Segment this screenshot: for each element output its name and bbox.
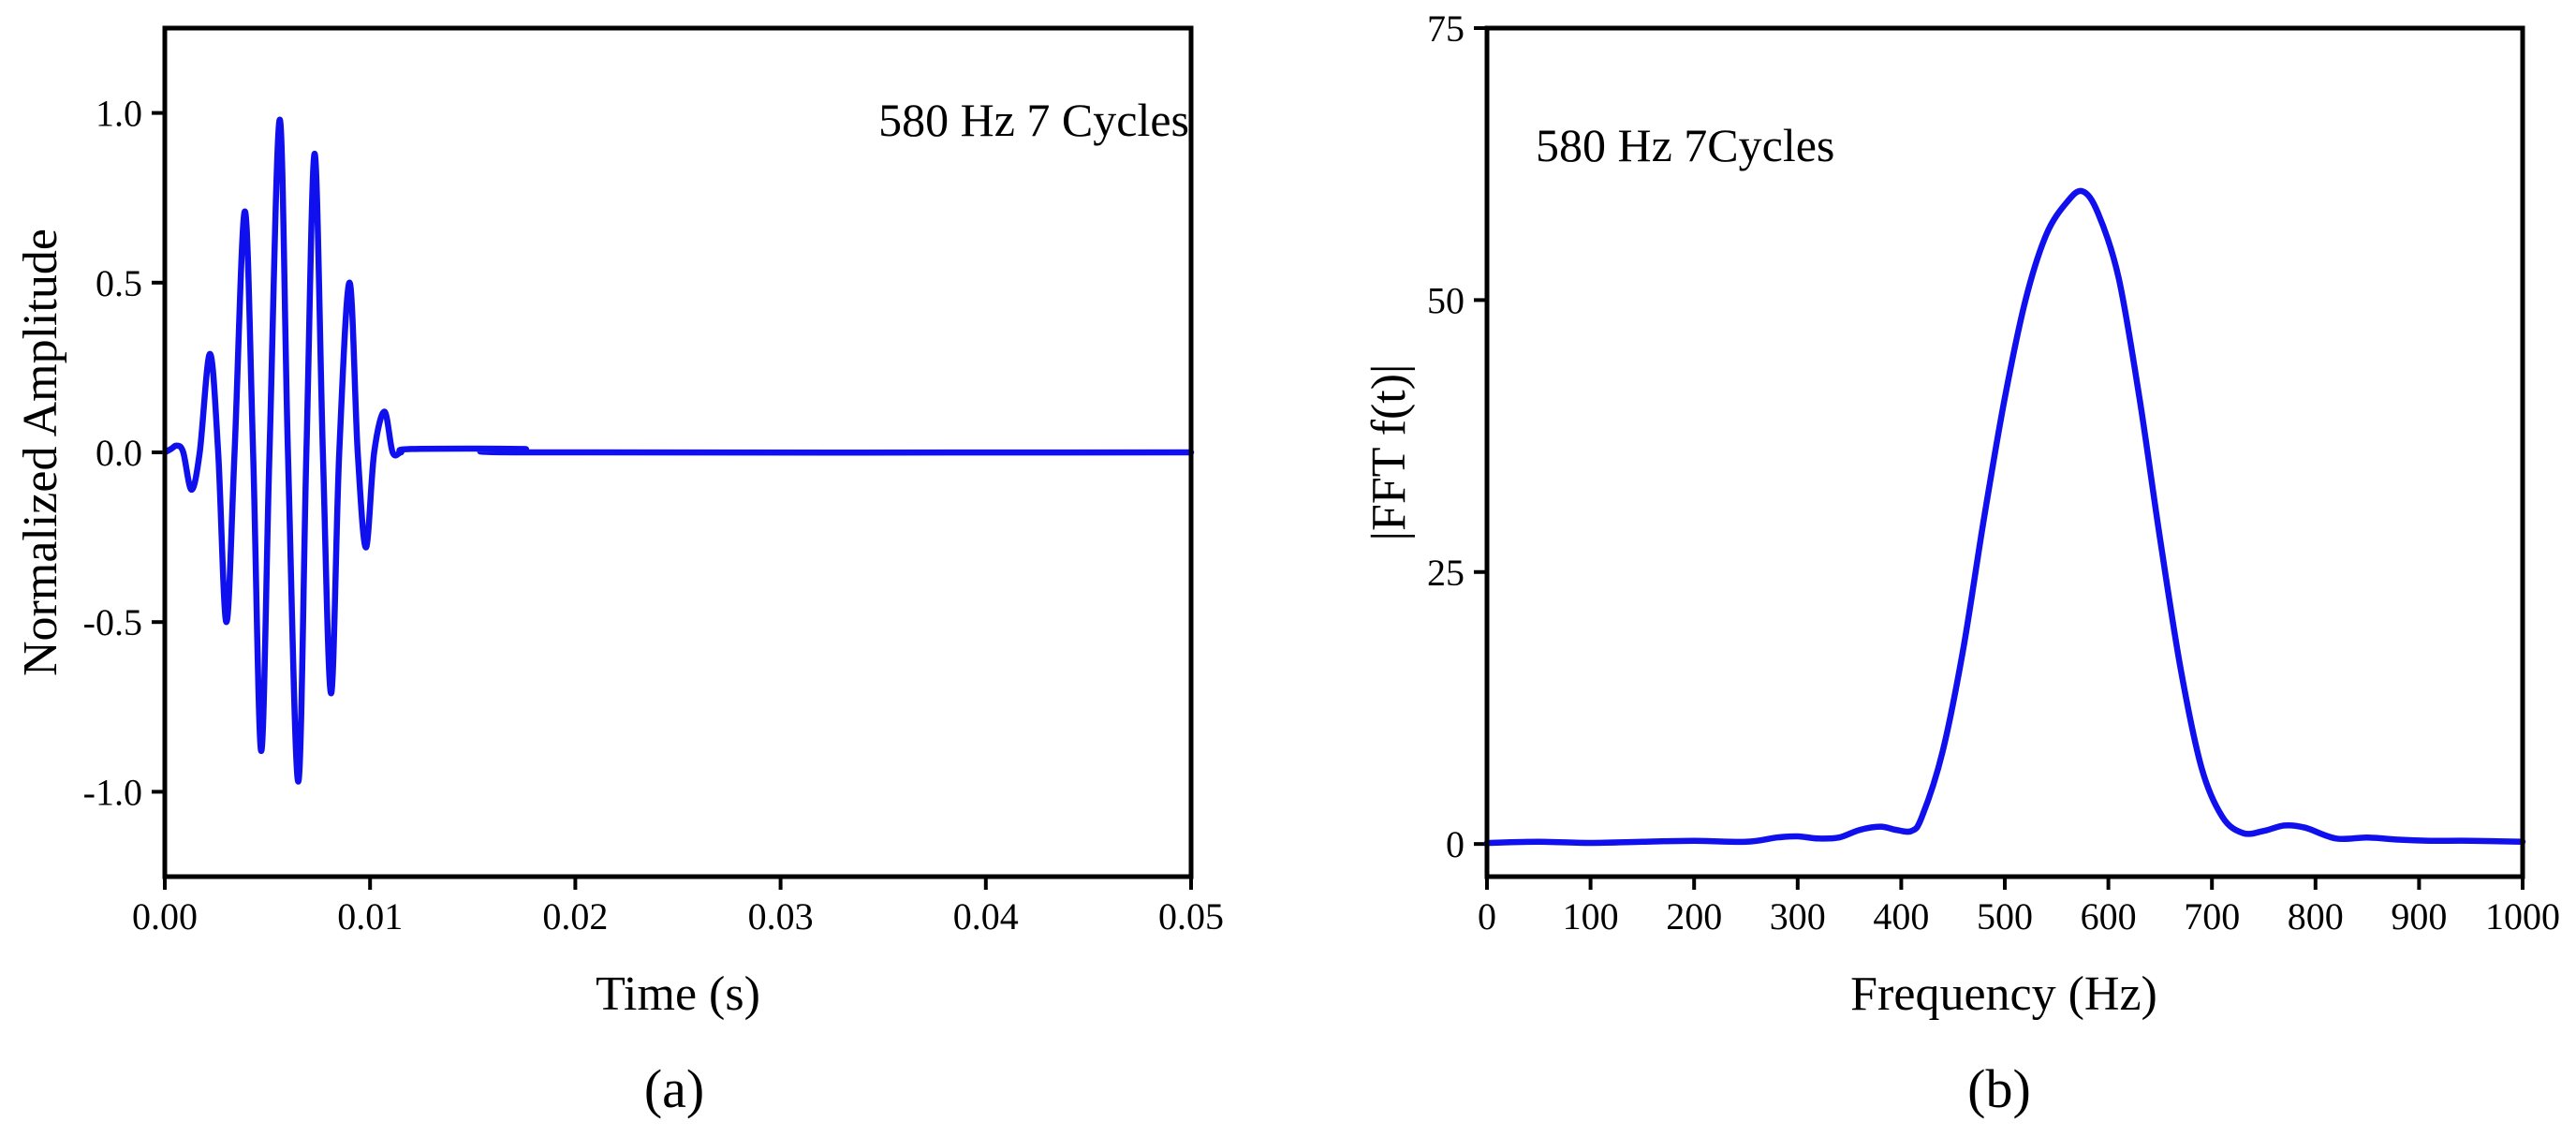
panel-a-y-tick-label: -0.5	[83, 601, 142, 643]
panel-b-x-axis-label: Frequency (Hz)	[1850, 967, 2157, 1021]
panel-b-y-axis-label: |FFT f(t)|	[1362, 364, 1416, 541]
panel-a-x-tick-label: 0.00	[132, 895, 198, 938]
panel-b-x-tick-label: 100	[1563, 895, 1619, 938]
panel-b-y-tick-label: 75	[1427, 7, 1465, 50]
panel-a-x-ticks: 0.00 0.01 0.02 0.03 0.04 0.05	[132, 877, 1224, 938]
panel-b-x-tick-label: 400	[1873, 895, 1929, 938]
panel-b-annotation: 580 Hz 7Cycles	[1536, 119, 1834, 171]
panel-b-spectrum-line	[1483, 187, 2526, 847]
panel-b-y-ticks: 75 50 25 0	[1427, 7, 1487, 865]
panel-b-x-tick-label: 900	[2391, 895, 2447, 938]
panel-b-x-tick-label: 200	[1666, 895, 1722, 938]
panel-b-axes-frame	[1484, 25, 2525, 879]
panel-a-x-axis-label: Time (s)	[596, 967, 760, 1021]
panel-b-y-tick-label: 0	[1446, 823, 1465, 865]
panel-b-x-ticks: 0 100 200 300 400 500 600 700 800 900 1000	[1478, 877, 2560, 938]
panel-b-y-tick-label: 25	[1427, 552, 1465, 594]
panel-a-y-tick-label: 0.0	[96, 432, 142, 474]
panel-a-y-axis-label: Normalized Amplitude	[14, 229, 67, 676]
panel-b-x-tick-label: 0	[1478, 895, 1496, 938]
panel-a: 580 Hz 7 Cycles 0.00 0.01 0.02 0.03 0.04 0.05…	[14, 25, 1224, 1119]
panel-a-y-tick-label: 1.0	[96, 93, 142, 135]
panel-b-x-tick-label: 1000	[2485, 895, 2560, 938]
panel-a-y-tick-label: -1.0	[83, 771, 142, 813]
panel-a-annotation: 580 Hz 7 Cycles	[878, 94, 1189, 146]
panel-b-x-tick-label: 600	[2081, 895, 2137, 938]
panel-a-y-ticks: 1.0 0.5 0.0 -0.5 -1.0	[83, 93, 165, 813]
panel-a-x-tick-label: 0.03	[748, 895, 814, 938]
panel-b-x-tick-label: 300	[1770, 895, 1826, 938]
panel-a-caption: (a)	[644, 1058, 704, 1119]
panel-a-y-tick-label: 0.5	[96, 262, 142, 304]
panel-a-x-tick-label: 0.04	[953, 895, 1019, 938]
panel-b: 580 Hz 7Cycles 0 100 200 300 400 500 600 700 800…	[1362, 7, 2560, 1119]
panel-a-signal-line	[161, 116, 1195, 785]
panel-b-x-tick-label: 800	[2288, 895, 2344, 938]
panel-b-caption: (b)	[1967, 1058, 2031, 1119]
panel-a-x-tick-label: 0.01	[337, 895, 403, 938]
panel-a-x-tick-label: 0.05	[1158, 895, 1224, 938]
panel-b-y-tick-label: 50	[1427, 279, 1465, 321]
panel-b-x-tick-label: 500	[1977, 895, 2033, 938]
panel-a-axes-frame	[162, 25, 1194, 879]
panel-a-x-tick-label: 0.02	[542, 895, 608, 938]
panel-b-x-tick-label: 700	[2184, 895, 2240, 938]
